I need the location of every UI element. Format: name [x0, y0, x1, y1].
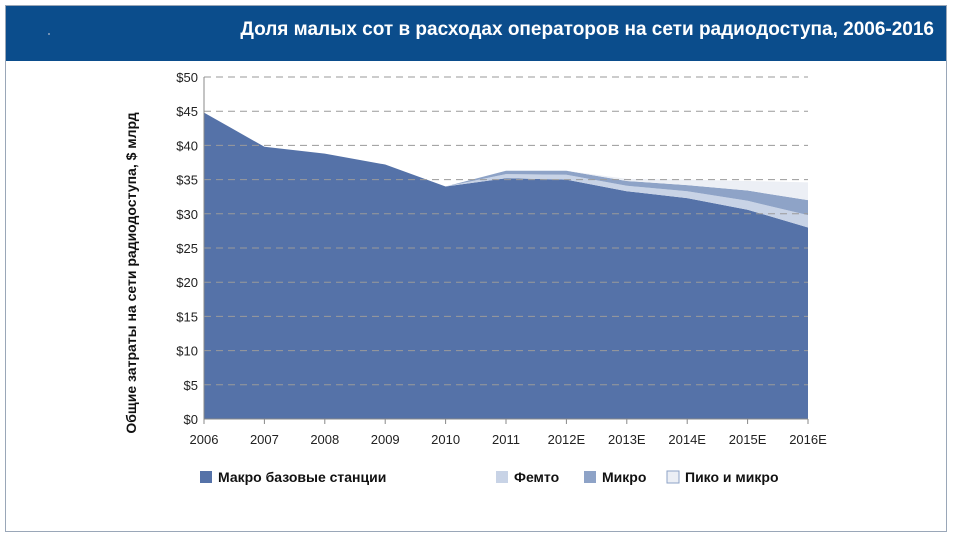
y-tick-label: $15: [176, 309, 198, 324]
y-tick-label: $35: [176, 173, 198, 188]
y-tick-label: $20: [176, 275, 198, 290]
legend-label-4: Пико и микро: [685, 469, 779, 485]
x-tick-label: 2006: [190, 432, 219, 447]
legend-swatch-3: [584, 471, 596, 483]
legend-label-3: Микро: [602, 469, 646, 485]
title-bar-dot: [48, 33, 50, 35]
legend-label-2: Фемто: [514, 469, 559, 485]
y-tick-label: $25: [176, 241, 198, 256]
legend-swatch-1: [200, 471, 212, 483]
legend-swatch-2: [496, 471, 508, 483]
x-tick-label: 2015E: [729, 432, 767, 447]
x-tick-label: 2007: [250, 432, 279, 447]
chart-title: Доля малых сот в расходах операторов на …: [240, 19, 934, 40]
legend-swatch-4: [666, 470, 680, 484]
x-tick-label: 2014E: [668, 432, 706, 447]
x-tick-label: 2012E: [548, 432, 586, 447]
x-tick-label: 2011: [492, 432, 520, 447]
series-area-1: [204, 112, 808, 420]
x-tick-label: 2009: [371, 432, 400, 447]
y-tick-label: $40: [176, 138, 198, 153]
y-tick-label: $45: [176, 104, 198, 119]
x-tick-label: 2008: [310, 432, 339, 447]
legend-label-1: Макро базовые станции: [218, 469, 386, 485]
y-tick-label: $50: [176, 70, 198, 85]
y-tick-label: $30: [176, 207, 198, 222]
y-tick-label: $5: [184, 378, 198, 393]
y-tick-label: $10: [176, 344, 198, 359]
title-bar: Доля малых сот в расходах операторов на …: [6, 6, 946, 61]
x-tick-label: 2010: [431, 432, 460, 447]
x-tick-label: 2016E: [789, 432, 827, 447]
x-tick-label: 2013E: [608, 432, 646, 447]
y-axis-title: Общие затраты на сети радиодоступа, $ мл…: [123, 112, 139, 433]
y-tick-label: $0: [184, 412, 198, 427]
